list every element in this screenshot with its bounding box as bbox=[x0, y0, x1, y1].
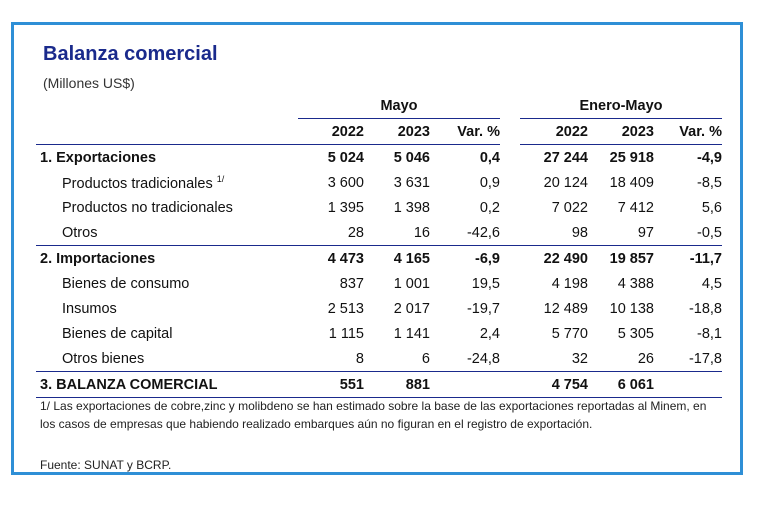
row-label: Otros bienes bbox=[62, 350, 145, 367]
source-note: Fuente: SUNAT y BCRP. bbox=[40, 458, 172, 472]
col-header: Var. % bbox=[430, 118, 500, 145]
cell bbox=[430, 371, 500, 398]
cell: -17,8 bbox=[688, 350, 722, 367]
table-panel: Balanza comercial (Millones US$) Mayo En… bbox=[11, 22, 743, 475]
row-label: Bienes de capital bbox=[62, 325, 173, 342]
cell: 4 165 bbox=[364, 245, 430, 271]
cell: 0,9 bbox=[479, 174, 500, 191]
cell: 97 bbox=[637, 224, 654, 241]
group-header-row: Mayo Enero-Mayo bbox=[36, 93, 722, 119]
cell: 12 489 bbox=[543, 300, 588, 317]
row-label: 2. Importaciones bbox=[36, 245, 298, 271]
table-row: Bienes de capital 1 115 1 141 2,4 5 770 … bbox=[36, 321, 722, 346]
cell: 4 754 bbox=[520, 371, 588, 398]
row-label: 1. Exportaciones bbox=[40, 149, 157, 166]
cell: 6 bbox=[421, 350, 430, 367]
units-label: (Millones US$) bbox=[43, 75, 135, 91]
cell: -24,8 bbox=[466, 350, 500, 367]
page-title: Balanza comercial bbox=[43, 43, 218, 65]
table-row: Productos tradicionales 1/ 3 600 3 631 0… bbox=[36, 170, 722, 195]
cell: 25 918 bbox=[609, 149, 654, 166]
cell: 5 024 bbox=[327, 149, 364, 166]
cell: 20 124 bbox=[543, 174, 588, 191]
cell: 26 bbox=[637, 350, 654, 367]
cell: -8,1 bbox=[697, 325, 722, 342]
cell: 1 001 bbox=[393, 275, 430, 292]
table-row: Otros 28 16 -42,6 98 97 -0,5 bbox=[36, 220, 722, 246]
table-row: Otros bienes 8 6 -24,8 32 26 -17,8 bbox=[36, 346, 722, 372]
cell: 0,2 bbox=[479, 199, 500, 216]
cell: -6,9 bbox=[430, 245, 500, 271]
col-header: 2023 bbox=[364, 118, 430, 145]
cell: 19 857 bbox=[588, 245, 654, 271]
cell: -19,7 bbox=[466, 300, 500, 317]
cell: 7 022 bbox=[551, 199, 588, 216]
cell: 837 bbox=[339, 275, 364, 292]
cell: 1 141 bbox=[393, 325, 430, 342]
cell: 16 bbox=[413, 224, 430, 241]
cell: 98 bbox=[571, 224, 588, 241]
cell: 1 395 bbox=[327, 199, 364, 216]
cell: 8 bbox=[355, 350, 364, 367]
cell: 19,5 bbox=[471, 275, 500, 292]
row-label: Productos no tradicionales bbox=[62, 199, 233, 216]
col-header: 2022 bbox=[298, 118, 364, 145]
cell: 4,5 bbox=[701, 275, 722, 292]
cell: 22 490 bbox=[520, 245, 588, 271]
cell: 4 198 bbox=[551, 275, 588, 292]
col-header: 2022 bbox=[520, 118, 588, 145]
table-row: 2. Importaciones 4 473 4 165 -6,9 22 490… bbox=[36, 245, 722, 271]
row-label: Productos tradicionales bbox=[62, 175, 213, 192]
cell: 5 046 bbox=[393, 149, 430, 166]
cell: 881 bbox=[364, 371, 430, 398]
cell: 3 631 bbox=[393, 174, 430, 191]
cell: 1 398 bbox=[393, 199, 430, 216]
cell: 3 600 bbox=[327, 174, 364, 191]
cell: -4,9 bbox=[697, 149, 722, 166]
group-mayo: Mayo bbox=[298, 93, 500, 119]
cell: 551 bbox=[298, 371, 364, 398]
cell: -11,7 bbox=[654, 245, 722, 271]
cell: -42,6 bbox=[466, 224, 500, 241]
row-label: Bienes de consumo bbox=[62, 275, 190, 292]
column-header-row: 2022 2023 Var. % 2022 2023 Var. % bbox=[36, 118, 722, 145]
footnote: 1/ Las exportaciones de cobre,zinc y mol… bbox=[40, 399, 707, 431]
cell: 2 513 bbox=[327, 300, 364, 317]
cell: 18 409 bbox=[609, 174, 654, 191]
cell: 0,4 bbox=[479, 149, 500, 166]
cell: 28 bbox=[347, 224, 364, 241]
table-row: Insumos 2 513 2 017 -19,7 12 489 10 138 … bbox=[36, 296, 722, 321]
cell: 10 138 bbox=[609, 300, 654, 317]
cell bbox=[654, 371, 722, 398]
row-label: Otros bbox=[62, 224, 98, 241]
cell: 7 412 bbox=[617, 199, 654, 216]
row-label: 3. BALANZA COMERCIAL bbox=[36, 371, 298, 398]
cell: 32 bbox=[571, 350, 588, 367]
cell: 4 473 bbox=[298, 245, 364, 271]
table-row: Bienes de consumo 837 1 001 19,5 4 198 4… bbox=[36, 271, 722, 296]
cell: -8,5 bbox=[697, 174, 722, 191]
table-row: 3. BALANZA COMERCIAL 551 881 4 754 6 061 bbox=[36, 371, 722, 398]
cell: 27 244 bbox=[543, 149, 588, 166]
col-header: Var. % bbox=[654, 118, 722, 145]
cell: 1 115 bbox=[328, 325, 364, 342]
cell: -18,8 bbox=[688, 300, 722, 317]
cell: 4 388 bbox=[617, 275, 654, 292]
group-enero-mayo: Enero-Mayo bbox=[520, 93, 722, 119]
cell: 2 017 bbox=[393, 300, 430, 317]
cell: 2,4 bbox=[479, 325, 500, 342]
trade-balance-table: Mayo Enero-Mayo 2022 2023 Var. % 2022 20… bbox=[36, 93, 722, 398]
table-row: 1. Exportaciones 5 024 5 046 0,4 27 244 … bbox=[36, 145, 722, 171]
col-header: 2023 bbox=[588, 118, 654, 145]
cell: 6 061 bbox=[588, 371, 654, 398]
row-label: Insumos bbox=[62, 300, 117, 317]
cell: -0,5 bbox=[697, 224, 722, 241]
cell: 5,6 bbox=[701, 199, 722, 216]
cell: 5 770 bbox=[551, 325, 588, 342]
footnote-marker: 1/ bbox=[216, 173, 225, 184]
cell: 5 305 bbox=[617, 325, 654, 342]
table-row: Productos no tradicionales 1 395 1 398 0… bbox=[36, 195, 722, 220]
